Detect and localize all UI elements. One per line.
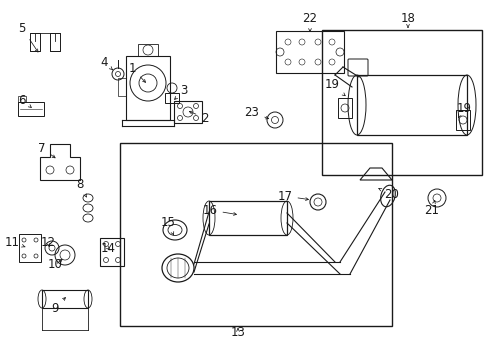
Text: 8: 8 — [76, 179, 86, 197]
Bar — [208, 201, 286, 235]
Bar — [19, 234, 41, 262]
Text: 18: 18 — [400, 12, 415, 27]
Bar — [337, 98, 351, 118]
Text: 16: 16 — [202, 203, 236, 216]
Text: 23: 23 — [244, 105, 268, 119]
Bar — [18, 102, 44, 116]
Text: 19: 19 — [324, 78, 345, 96]
Text: 17: 17 — [277, 189, 308, 202]
Bar — [100, 238, 124, 266]
Bar — [356, 75, 466, 135]
Bar — [126, 56, 170, 120]
Text: 14: 14 — [101, 242, 115, 255]
Bar — [174, 101, 202, 123]
Bar — [18, 96, 26, 102]
Text: 4: 4 — [100, 55, 112, 70]
Bar — [455, 110, 469, 130]
Text: 10: 10 — [47, 258, 62, 271]
Text: 19: 19 — [456, 102, 470, 117]
Bar — [275, 31, 343, 73]
Bar — [50, 33, 60, 51]
Bar — [138, 44, 158, 56]
Bar — [120, 143, 391, 326]
Text: 22: 22 — [302, 12, 317, 31]
Text: 5: 5 — [18, 22, 38, 52]
Text: 3: 3 — [174, 84, 187, 99]
Text: 6: 6 — [18, 94, 31, 108]
Bar — [30, 33, 40, 51]
Bar — [321, 30, 481, 175]
Bar — [118, 78, 126, 96]
Text: 11: 11 — [4, 235, 25, 248]
Text: 15: 15 — [160, 216, 175, 235]
Text: 13: 13 — [230, 325, 245, 338]
Bar — [164, 93, 179, 103]
Bar — [42, 290, 88, 308]
Text: 7: 7 — [38, 141, 55, 158]
Text: 2: 2 — [189, 111, 208, 125]
Text: 21: 21 — [424, 201, 439, 216]
Text: 20: 20 — [378, 188, 399, 202]
Text: 12: 12 — [41, 235, 55, 248]
Text: 9: 9 — [51, 298, 65, 315]
Text: 1: 1 — [128, 62, 145, 82]
